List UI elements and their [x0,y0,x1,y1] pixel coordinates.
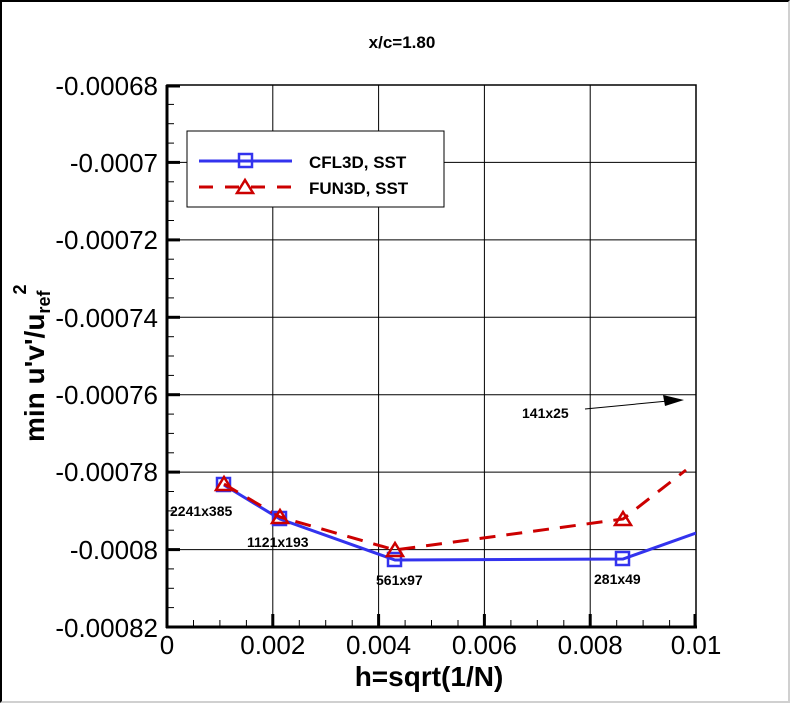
series-fun3d-line [223,468,687,552]
x-tick-label: 0.008 [558,630,623,660]
legend-item-fun3d: FUN3D, SST [199,177,409,198]
x-major-ticks [271,614,697,627]
y-minor-ticks [167,103,174,609]
y-tick-label: -0.00076 [55,380,158,410]
legend-label-cfl3d: CFL3D, SST [309,153,407,172]
annotation-arrow [584,395,684,410]
legend-item-cfl3d: CFL3D, SST [199,152,407,172]
x-tick-label: 0.002 [240,630,305,660]
x-tick-label: 0 [160,630,174,660]
x-axis-label: h=sqrt(1/N) [355,661,504,692]
x-tick-label: 0.006 [452,630,517,660]
y-tick-label: -0.0007 [70,148,158,178]
triangle-marker-icon [234,177,256,195]
legend-label-fun3d: FUN3D, SST [309,179,409,198]
square-marker [386,551,403,568]
y-axis-label-sup: 2 [10,285,30,295]
grid-annotations: 2241x385 1121x193 561x97 281x49 141x25 [170,405,641,588]
triangle-marker [213,474,235,492]
annotation-561x97: 561x97 [376,572,423,588]
legend: CFL3D, SST FUN3D, SST [186,130,445,208]
y-axis-label-sub: ref [34,290,54,314]
svg-text:min u'v'/uref2: min u'v'/uref 2 [10,285,54,442]
arrow-head-icon [663,395,684,406]
y-axis-label-main: min u'v'/u [19,314,50,442]
series-fun3d-markers [213,474,634,558]
y-tick-label: -0.00078 [55,457,158,487]
annotation-141x25: 141x25 [522,405,569,421]
y-tick-label: -0.0008 [70,535,158,565]
y-tick-label: -0.00068 [55,71,158,101]
square-marker-icon [237,152,254,169]
annotation-2241x385: 2241x385 [170,503,233,519]
triangle-marker [384,540,406,558]
y-major-ticks [167,84,180,552]
triangle-marker [612,509,634,527]
series-cfl3d-line [223,483,696,562]
y-tick-labels: -0.00068 -0.0007 -0.00072 -0.00074 -0.00… [55,71,158,643]
x-tick-label: 0.004 [346,630,411,660]
square-marker [614,550,631,567]
y-tick-label: -0.00072 [55,225,158,255]
x-tick-label: 0.01 [671,630,722,660]
y-axis-label: min u'v'/uref 2 [10,285,54,442]
x-minor-ticks [193,620,671,627]
triangle-marker [269,507,291,525]
x-tick-labels: 0 0.002 0.004 0.006 0.008 0.01 [160,630,722,660]
annotation-281x49: 281x49 [594,571,641,587]
annotation-1121x193: 1121x193 [247,534,309,550]
y-tick-label: -0.00082 [55,613,158,643]
chart-title: x/c=1.80 [369,33,436,52]
y-tick-label: -0.00074 [55,303,158,333]
